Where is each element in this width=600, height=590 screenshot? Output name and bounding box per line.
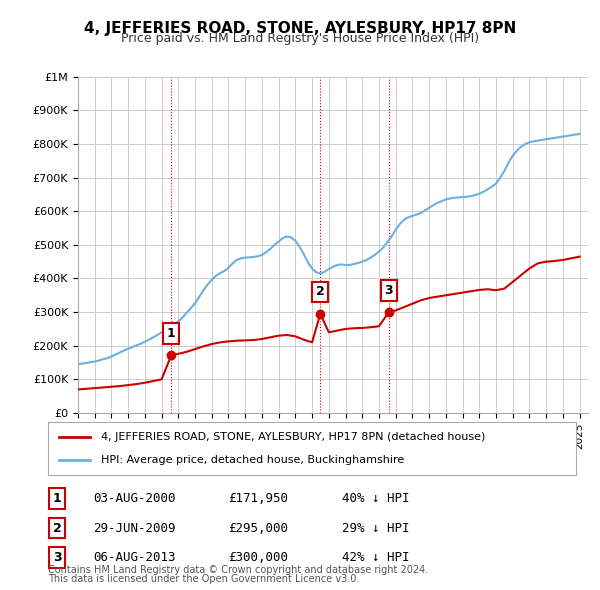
Text: Price paid vs. HM Land Registry's House Price Index (HPI): Price paid vs. HM Land Registry's House …: [121, 32, 479, 45]
Text: 29% ↓ HPI: 29% ↓ HPI: [342, 522, 409, 535]
Text: 4, JEFFERIES ROAD, STONE, AYLESBURY, HP17 8PN (detached house): 4, JEFFERIES ROAD, STONE, AYLESBURY, HP1…: [101, 432, 485, 442]
Text: 3: 3: [385, 284, 393, 297]
Text: 3: 3: [53, 551, 61, 564]
Text: £300,000: £300,000: [228, 551, 288, 564]
Text: 06-AUG-2013: 06-AUG-2013: [93, 551, 176, 564]
Text: Contains HM Land Registry data © Crown copyright and database right 2024.: Contains HM Land Registry data © Crown c…: [48, 565, 428, 575]
Text: 1: 1: [167, 327, 176, 340]
Text: £171,950: £171,950: [228, 492, 288, 505]
Text: 40% ↓ HPI: 40% ↓ HPI: [342, 492, 409, 505]
Text: 42% ↓ HPI: 42% ↓ HPI: [342, 551, 409, 564]
Text: 1: 1: [53, 492, 61, 505]
Text: £295,000: £295,000: [228, 522, 288, 535]
Text: 03-AUG-2000: 03-AUG-2000: [93, 492, 176, 505]
Text: 2: 2: [53, 522, 61, 535]
Text: 29-JUN-2009: 29-JUN-2009: [93, 522, 176, 535]
Text: HPI: Average price, detached house, Buckinghamshire: HPI: Average price, detached house, Buck…: [101, 455, 404, 465]
Text: 2: 2: [316, 286, 325, 299]
Text: 4, JEFFERIES ROAD, STONE, AYLESBURY, HP17 8PN: 4, JEFFERIES ROAD, STONE, AYLESBURY, HP1…: [84, 21, 516, 35]
Text: This data is licensed under the Open Government Licence v3.0.: This data is licensed under the Open Gov…: [48, 574, 359, 584]
